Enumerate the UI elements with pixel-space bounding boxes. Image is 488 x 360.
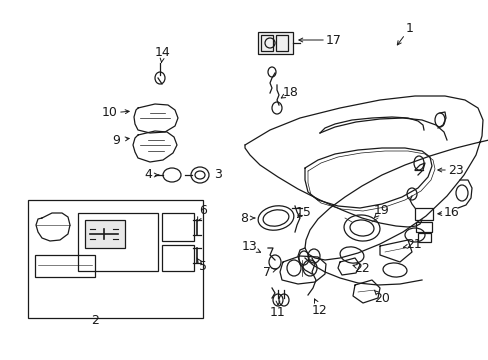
Text: 21: 21 <box>406 238 421 252</box>
Bar <box>258 32 292 54</box>
Text: 18: 18 <box>283 85 298 99</box>
Text: 5: 5 <box>199 261 206 274</box>
Text: 13: 13 <box>242 240 257 253</box>
Text: 20: 20 <box>373 292 389 305</box>
Text: 2: 2 <box>91 314 99 327</box>
Text: 14: 14 <box>155 45 170 58</box>
Text: 7: 7 <box>263 266 270 279</box>
Text: 9: 9 <box>112 134 120 147</box>
Text: 1: 1 <box>405 22 413 35</box>
Text: 11: 11 <box>269 306 285 319</box>
Bar <box>162 245 194 271</box>
Bar <box>415 222 431 232</box>
Text: 3: 3 <box>214 168 222 181</box>
Bar <box>28 200 203 318</box>
Bar <box>417 233 430 242</box>
Text: 10: 10 <box>102 107 118 120</box>
Bar <box>261 35 272 51</box>
Text: 22: 22 <box>353 261 369 274</box>
Bar <box>275 35 287 51</box>
Bar <box>35 255 95 277</box>
Text: 12: 12 <box>311 303 327 316</box>
Text: 17: 17 <box>325 33 341 46</box>
Text: 6: 6 <box>199 204 206 217</box>
Text: 15: 15 <box>295 206 311 219</box>
Bar <box>162 213 194 241</box>
Bar <box>414 208 432 220</box>
Text: 8: 8 <box>240 211 247 225</box>
Bar <box>78 213 158 271</box>
Text: 16: 16 <box>443 207 459 220</box>
Text: 23: 23 <box>447 163 463 176</box>
Text: 4: 4 <box>144 168 152 181</box>
Bar <box>85 220 125 248</box>
Text: 19: 19 <box>373 203 389 216</box>
